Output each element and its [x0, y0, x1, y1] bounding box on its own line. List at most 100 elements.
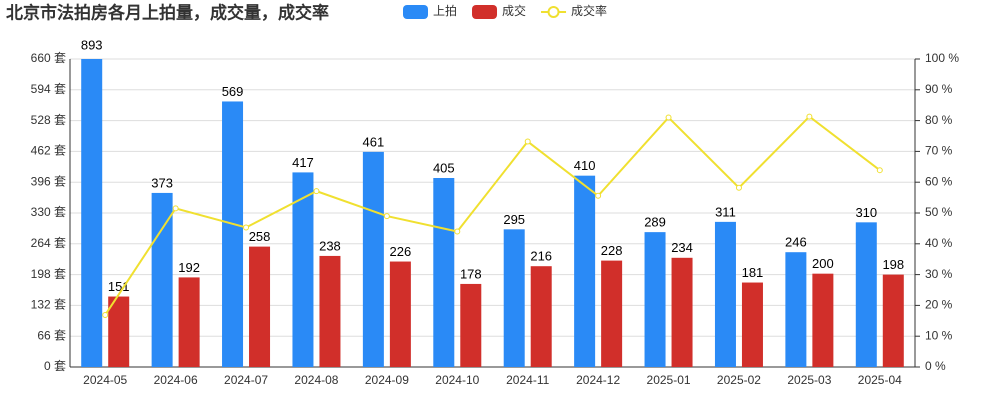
- bar-value-label: 181: [742, 265, 764, 280]
- bar: [503, 229, 525, 367]
- bar-value-label: 295: [503, 212, 525, 227]
- y2-tick-label: 10 %: [925, 328, 953, 342]
- y2-tick-label: 20 %: [925, 298, 953, 312]
- legend-icon: [547, 6, 560, 18]
- bar: [601, 260, 623, 367]
- x-tick-label: 2024-11: [506, 373, 549, 387]
- x-tick-label: 2024-12: [576, 373, 620, 387]
- bar: [362, 151, 384, 367]
- bar: [574, 175, 596, 367]
- legend: 上拍 成交 成交率: [403, 3, 607, 19]
- bar: [433, 178, 455, 367]
- line-point: [524, 138, 531, 145]
- y2-tick-label: 90 %: [925, 82, 953, 96]
- line-point: [454, 228, 461, 235]
- bar-value-label: 178: [460, 266, 482, 281]
- legend-icon: [472, 5, 498, 19]
- bar: [855, 222, 877, 367]
- bar: [530, 266, 552, 367]
- line-series: [104, 115, 881, 316]
- bar: [81, 59, 103, 367]
- bar: [812, 273, 834, 367]
- line-point: [876, 167, 883, 174]
- y-tick-label: 330 套: [31, 205, 66, 219]
- bar-value-label: 258: [249, 229, 271, 244]
- y2-tick-label: 0 %: [925, 359, 946, 373]
- y2-tick-label: 70 %: [925, 144, 953, 158]
- line-point: [595, 192, 602, 199]
- y-tick-label: 528 套: [31, 113, 66, 127]
- y2-tick-label: 80 %: [925, 113, 953, 127]
- line-point: [102, 311, 109, 318]
- y-tick-label: 0 套: [44, 359, 66, 373]
- y-tick-label: 132 套: [31, 298, 66, 312]
- bar-value-label: 311: [715, 204, 736, 219]
- legend-icon: [403, 5, 428, 19]
- x-tick-label: 2024-10: [435, 373, 479, 387]
- line-point: [665, 114, 672, 121]
- bar-value-label: 310: [855, 205, 877, 220]
- bar: [389, 261, 411, 367]
- bar-value-label: 200: [812, 256, 834, 271]
- bar-value-label: 373: [151, 175, 173, 190]
- bar-value-label: 289: [644, 215, 666, 230]
- x-tick-label: 2025-01: [647, 373, 691, 387]
- bar-value-label: 410: [574, 158, 596, 173]
- bar-value-label: 226: [390, 244, 412, 259]
- x-tick-label: 2025-02: [717, 373, 761, 387]
- bar-value-label: 238: [319, 238, 341, 253]
- x-tick-label: 2025-03: [787, 373, 831, 387]
- y2-tick-label: 100 %: [925, 51, 959, 65]
- bar: [319, 255, 341, 367]
- line-point: [313, 188, 320, 195]
- legend-label: 成交: [502, 3, 526, 18]
- bar: [741, 282, 763, 367]
- line-point: [172, 205, 179, 212]
- y2-tick-label: 40 %: [925, 236, 953, 250]
- bar: [644, 232, 666, 367]
- bar-value-label: 228: [601, 243, 623, 258]
- chart-title: 北京市法拍房各月上拍量，成交量，成交率: [6, 2, 329, 22]
- bar-value-label: 461: [363, 134, 385, 149]
- x-tick-label: 2024-08: [294, 373, 338, 387]
- bar: [460, 283, 482, 367]
- x-tick-label: 2024-09: [365, 373, 409, 387]
- bar: [178, 277, 200, 367]
- x-tick-label: 2024-07: [224, 373, 268, 387]
- bar-value-label: 893: [81, 37, 103, 52]
- y-tick-label: 594 套: [31, 82, 66, 96]
- bar-value-label: 192: [178, 260, 200, 275]
- bar: [714, 221, 736, 367]
- bar-value-label: 234: [671, 240, 693, 255]
- bar: [671, 257, 693, 367]
- y2-tick-label: 50 %: [925, 205, 953, 219]
- y-tick-label: 66 套: [37, 328, 66, 342]
- line-point: [735, 184, 742, 191]
- bar-value-label: 246: [785, 235, 807, 250]
- line-point: [806, 113, 813, 120]
- bar: [292, 172, 314, 367]
- y-tick-label: 660 套: [31, 51, 66, 65]
- legend-label: 成交率: [571, 3, 607, 18]
- y2-tick-label: 30 %: [925, 267, 953, 281]
- bar: [249, 246, 271, 367]
- y-tick-label: 396 套: [31, 174, 66, 188]
- bar: [785, 252, 807, 367]
- y-tick-label: 264 套: [31, 236, 66, 250]
- bar-value-label: 569: [222, 84, 244, 99]
- line-point: [243, 224, 250, 231]
- bar-value-label: 417: [292, 155, 314, 170]
- bar-value-label: 405: [433, 160, 455, 175]
- x-tick-label: 2024-05: [83, 373, 127, 387]
- line-point: [383, 213, 390, 220]
- y-tick-label: 462 套: [31, 144, 66, 158]
- x-tick-label: 2024-06: [154, 373, 198, 387]
- bar: [108, 296, 130, 367]
- bar-value-label: 151: [108, 279, 130, 294]
- legend-label: 上拍: [433, 3, 457, 18]
- bar: [222, 101, 244, 367]
- bar-value-label: 198: [882, 257, 904, 272]
- x-tick-label: 2025-04: [858, 373, 902, 387]
